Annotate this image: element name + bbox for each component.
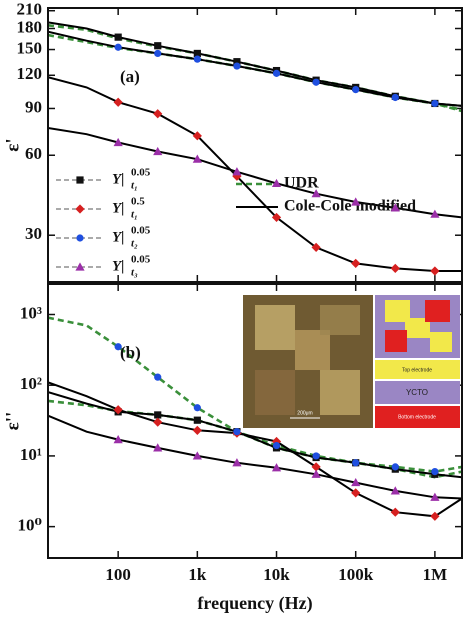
legend-superscript: 0.05 (131, 254, 151, 266)
inset-photo-pad (320, 370, 360, 415)
inset-photo-pad (295, 330, 330, 370)
x-axis-label: frequency (Hz) (197, 593, 312, 614)
marker (391, 264, 400, 273)
fit-line (48, 77, 462, 271)
inset-bottom-electrode (425, 300, 450, 322)
marker (392, 94, 399, 101)
marker (193, 426, 202, 435)
marker (154, 50, 161, 57)
legend-label: Y| (112, 200, 124, 216)
marker (154, 42, 161, 49)
x-tick-label: 100k (338, 565, 374, 584)
x-tick-label: 10k (263, 565, 290, 584)
marker (352, 459, 359, 466)
legend-superscript: 0.05 (131, 225, 151, 237)
marker (391, 508, 400, 517)
legend-marker (76, 176, 83, 183)
y-tick-label: 30 (25, 224, 42, 243)
inset-top-electrode (430, 332, 452, 352)
legend-subscript: t₂ (131, 238, 138, 250)
marker (194, 404, 201, 411)
marker (114, 98, 123, 107)
marker (194, 56, 201, 63)
y-axis-label: ε' (2, 138, 23, 151)
marker (430, 266, 439, 275)
marker (392, 463, 399, 470)
marker (352, 86, 359, 93)
inset-photo-pad (255, 305, 295, 350)
y-tick-label: 90 (25, 97, 42, 116)
y-tick-label: 10² (20, 374, 42, 393)
inset-bottom-electrode (385, 330, 407, 352)
marker (431, 100, 438, 107)
legend-label: Y| (112, 229, 124, 245)
y-tick-label: 60 (25, 144, 42, 163)
marker (273, 70, 280, 77)
marker (313, 452, 320, 459)
chart: 306090120150180210UDRCole-Cole modifiedY… (0, 0, 464, 620)
y-tick-label: 10¹ (20, 445, 42, 464)
x-tick-label: 100 (105, 565, 131, 584)
inset-scale-label: 200μm (297, 410, 312, 416)
marker (153, 109, 162, 118)
marker (273, 442, 280, 449)
marker (351, 259, 360, 268)
plot-frame (48, 8, 462, 282)
legend-subscript: t₃ (131, 267, 138, 279)
inset-layer-label: Bottom electrode (398, 414, 436, 420)
marker (313, 79, 320, 86)
inset-layer-label: Top electrode (402, 367, 432, 373)
y-tick-label: 150 (17, 38, 43, 57)
marker (115, 34, 122, 41)
panel-label: (b) (120, 343, 141, 362)
legend-marker (75, 204, 84, 213)
legend-label: Y| (112, 258, 124, 274)
marker (233, 428, 240, 435)
legend-subscript: t₁ (131, 180, 138, 192)
y-tick-label: 10⁰ (18, 516, 42, 535)
y-tick-label: 210 (17, 0, 43, 19)
y-tick-label: 180 (17, 17, 43, 36)
inset: 200μm Top electrode YCTO Bottom electrod… (243, 295, 460, 428)
x-tick-label: 1M (423, 565, 448, 584)
inset-photo-pad (255, 370, 295, 415)
fit-line (48, 32, 462, 106)
x-tick-label: 1k (188, 565, 207, 584)
y-tick-label: 10³ (20, 303, 42, 322)
inset-photo-pad (320, 305, 360, 335)
marker (431, 468, 438, 475)
y-axis-label: ε'' (2, 412, 23, 431)
panel-label: (a) (120, 67, 140, 86)
marker (154, 411, 161, 418)
legend-superscript: 0.5 (131, 196, 145, 208)
legend-label: Y| (112, 171, 124, 187)
inset-layer-label: YCTO (406, 388, 428, 397)
marker (153, 418, 162, 427)
marker (233, 62, 240, 69)
marker (194, 417, 201, 424)
legend-superscript: 0.05 (131, 167, 151, 179)
fit-line (48, 416, 462, 499)
marker (115, 44, 122, 51)
y-tick-label: 120 (17, 64, 43, 83)
legend-subscript: t₁ (131, 209, 138, 221)
legend-marker (76, 234, 83, 241)
fit-line (48, 22, 462, 106)
marker (154, 374, 161, 381)
